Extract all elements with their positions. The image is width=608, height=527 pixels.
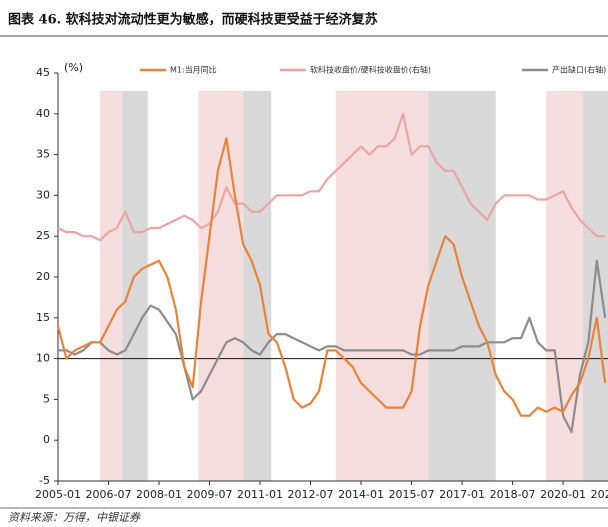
y-tick-label: 25: [36, 229, 50, 242]
y-tick-label: 40: [36, 107, 50, 120]
y-tick-label: -5: [39, 474, 50, 487]
series-line: [57, 112, 606, 242]
shade-band: [198, 91, 244, 481]
x-tick-label: 2005-01: [35, 488, 81, 501]
x-tick-label: 2011-01: [237, 488, 283, 501]
x-tick-label: 2009-07: [187, 488, 233, 501]
shade-band: [122, 91, 148, 481]
shade-band: [100, 91, 123, 481]
x-tick-label: 2017-01: [439, 488, 485, 501]
y-tick-label: 0: [43, 433, 50, 446]
y-tick-label: 15: [36, 311, 50, 324]
legend-label: M1:当月同比: [170, 65, 217, 75]
x-tick-label: 2015-07: [389, 488, 435, 501]
y-tick-label: 10: [36, 352, 50, 365]
x-tick-label: 2006-07: [86, 488, 132, 501]
shade-band: [582, 91, 608, 481]
x-tick-label: 2008-01: [136, 488, 182, 501]
legend-label: 产出缺口(右轴): [552, 65, 606, 75]
y-tick-label: 5: [43, 392, 50, 405]
chart-title: 图表 46. 软科技对流动性更为敏感，而硬科技更受益于经济复苏: [8, 12, 378, 28]
x-tick-label: 2021-07: [591, 488, 608, 501]
y-tick-label: 20: [36, 270, 50, 283]
y-tick-label: 45: [36, 66, 50, 79]
y-tick-label: 35: [36, 148, 50, 161]
x-tick-label: 2020-01: [540, 488, 586, 501]
y-tick-label: 30: [36, 188, 50, 201]
shade-band: [546, 91, 583, 481]
x-tick-label: 2018-07: [490, 488, 536, 501]
legend-label: 软科技收盘价/硬科技收盘价(右轴): [310, 65, 431, 75]
source: 资料来源：万得，中银证券: [8, 511, 141, 524]
x-tick-label: 2014-01: [338, 488, 384, 501]
shade-band: [243, 91, 272, 481]
series-line: [56, 137, 607, 417]
series-line: [58, 259, 607, 434]
x-tick-label: 2012-07: [288, 488, 334, 501]
y-unit: (%): [64, 61, 83, 74]
shade-band: [428, 91, 496, 481]
shade-band: [335, 91, 429, 481]
